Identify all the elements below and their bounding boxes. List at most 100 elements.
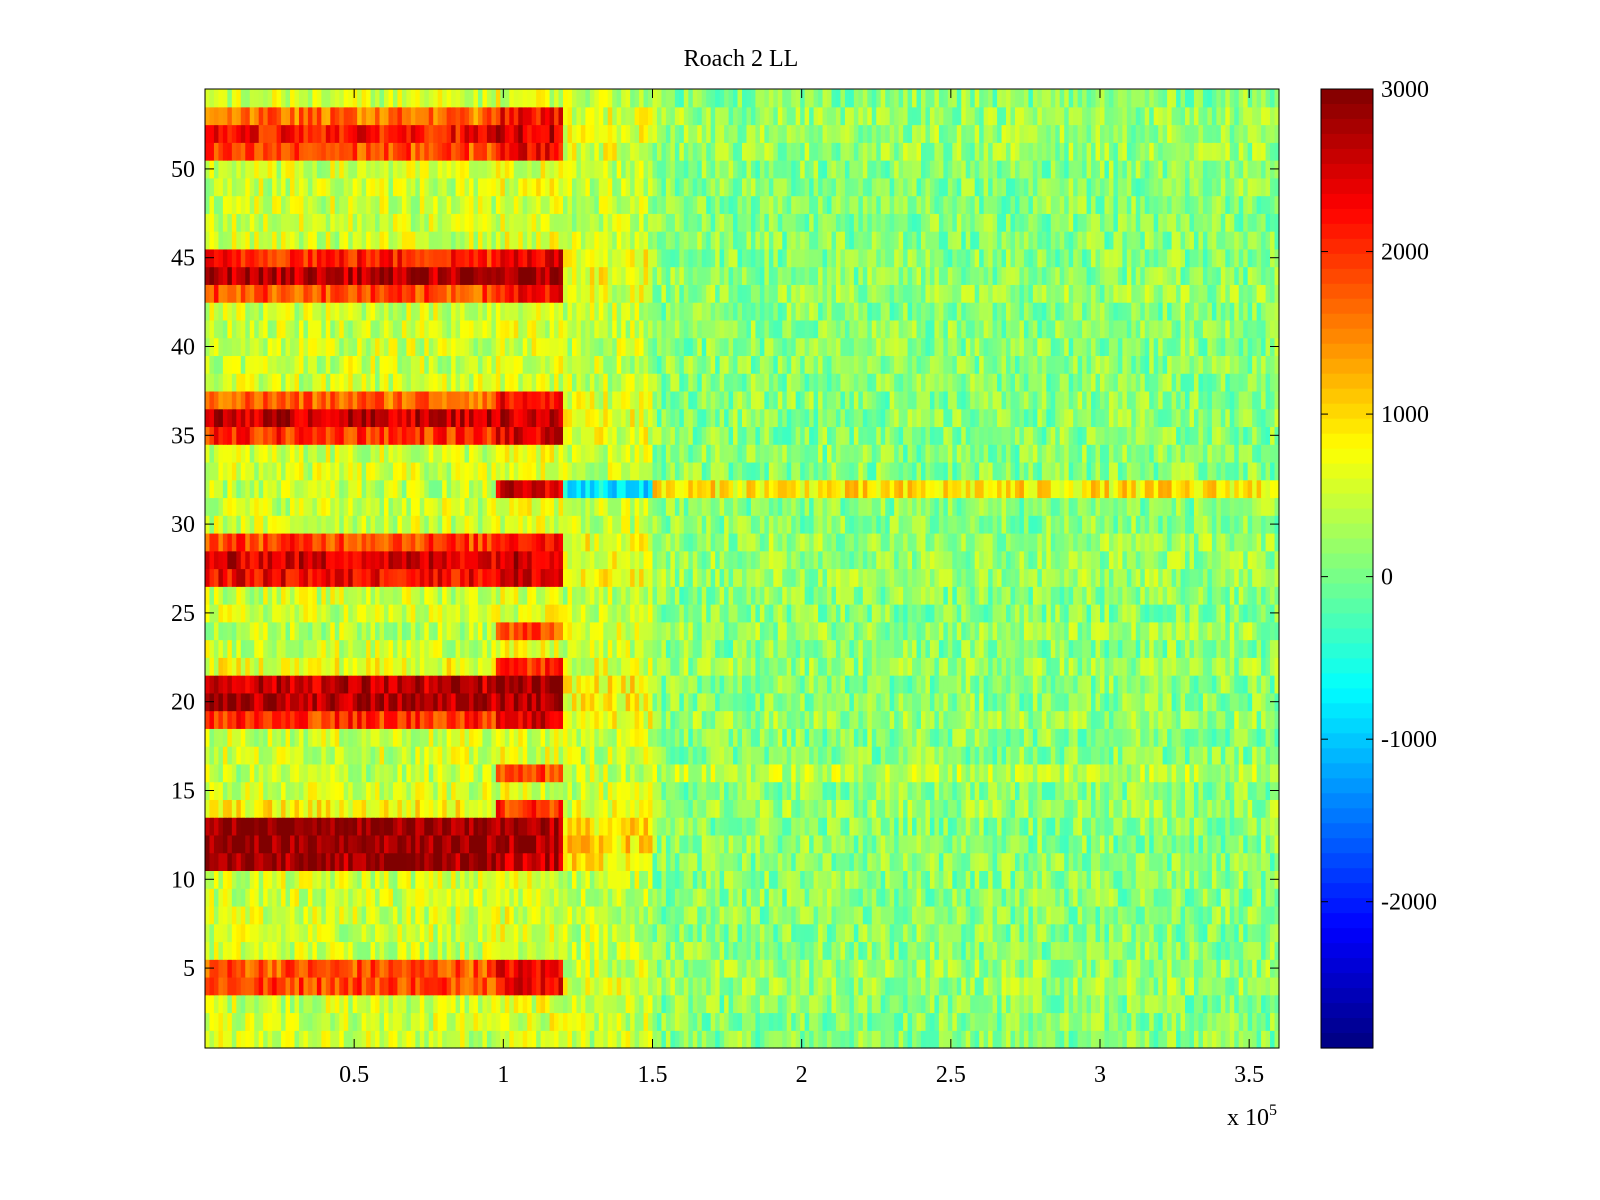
heatmap-cell [1162,799,1168,818]
heatmap-cell [554,994,560,1014]
heatmap-row [205,710,1280,729]
heatmap-cell [589,1030,595,1049]
heatmap-cell [764,905,770,925]
heatmap-cell [1185,728,1191,747]
heatmap-cell [979,675,985,694]
heatmap-cell [464,852,470,872]
heatmap-cell [1247,870,1253,889]
heatmap-cell [916,923,922,943]
heatmap-cell [938,834,944,854]
heatmap-cell [894,905,900,925]
heatmap-cell [388,763,394,783]
heatmap-cell [1238,976,1244,996]
heatmap-cell [245,817,251,836]
heatmap-cell [294,1012,300,1031]
heatmap-cell [1041,728,1047,747]
heatmap-cell [437,728,443,747]
heatmap-cell [768,852,774,872]
heatmap-cell [616,941,622,960]
heatmap-cell [710,905,716,925]
heatmap-cell [764,710,770,729]
heatmap-cell [630,888,636,907]
heatmap-cell [1135,799,1141,818]
heatmap-cell [213,746,220,765]
heatmap-cell [585,817,591,836]
heatmap-cell [1153,728,1159,747]
heatmap-cell [871,834,877,854]
heatmap-cell [1023,870,1029,889]
heatmap-cell [1162,710,1168,729]
heatmap-cell [1238,941,1244,960]
heatmap-cell [312,692,318,712]
heatmap-cell [840,799,846,818]
heatmap-cell [392,888,399,907]
heatmap-cell [898,959,904,978]
heatmap-cell [885,923,891,943]
heatmap-cell [330,834,336,854]
heatmap-cell [643,852,649,872]
heatmap-cell [750,959,757,978]
heatmap-cell [679,994,685,1014]
heatmap-cell [1171,746,1177,765]
heatmap-cell [1077,941,1083,960]
heatmap-cell [482,852,488,872]
heatmap-cell [903,763,909,783]
heatmap-cell [1144,959,1150,978]
heatmap-cell [446,710,452,729]
heatmap-cell [970,710,976,729]
heatmap-cell [571,1012,578,1031]
heatmap-cell [1046,746,1052,765]
heatmap-cell [531,817,537,836]
heatmap-cell [1100,941,1106,960]
heatmap-cell [674,994,680,1014]
heatmap-cell [222,799,228,818]
heatmap-cell [849,710,855,729]
heatmap-cell [1055,994,1061,1014]
heatmap-cell [1032,834,1038,854]
heatmap-cell [1122,941,1128,960]
heatmap-cell [1207,763,1213,783]
heatmap-cell [1176,1030,1182,1049]
heatmap-cell [419,905,425,925]
heatmap-cell [764,976,770,996]
heatmap-cell [974,799,980,818]
heatmap-cell [1216,834,1222,854]
heatmap-cell [433,852,439,872]
heatmap-cell [1095,781,1101,800]
heatmap-cell [777,781,783,800]
heatmap-cell [540,1012,546,1031]
heatmap-cell [361,763,367,783]
heatmap-cell [339,994,345,1014]
heatmap-cell [240,994,246,1014]
heatmap-cell [746,728,752,747]
heatmap-cell [1122,976,1128,996]
heatmap-cell [750,675,757,694]
heatmap-cell [983,817,989,836]
heatmap-cell [1104,1012,1110,1031]
heatmap-cell [325,923,331,943]
heatmap-cell [446,941,452,960]
heatmap-cell [616,710,622,729]
heatmap-cell [804,728,810,747]
heatmap-cell [670,888,676,907]
heatmap-cell [889,941,895,960]
heatmap-cell [1104,923,1110,943]
heatmap-cell [290,941,296,960]
heatmap-cell [952,1030,958,1049]
heatmap-cell [231,728,237,747]
heatmap-cell [294,888,300,907]
heatmap-cell [236,781,242,800]
heatmap-cell [670,728,676,747]
heatmap-cell [330,763,336,783]
heatmap-cell [661,923,667,943]
heatmap-cell [750,870,757,889]
heatmap-cell [652,959,658,978]
heatmap-cell [316,763,322,783]
heatmap-cell [231,710,237,729]
heatmap-cell [929,781,936,800]
heatmap-cell [692,941,698,960]
heatmap-cell [1117,834,1123,854]
heatmap-cell [1041,905,1047,925]
heatmap-cell [388,781,394,800]
heatmap-cell [648,905,654,925]
